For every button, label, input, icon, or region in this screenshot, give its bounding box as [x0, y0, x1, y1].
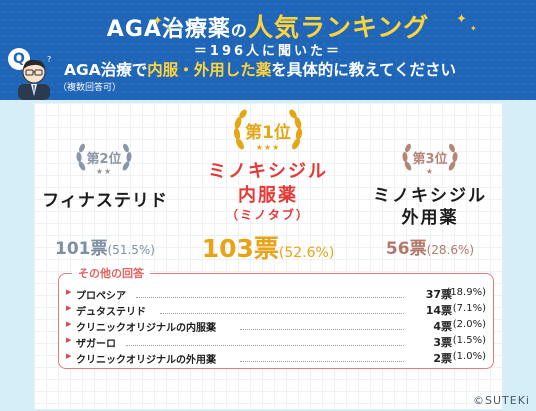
- question-text: AGA治療で内服・外用した薬を具体的に教えてください: [64, 61, 456, 79]
- bullet-triangle-icon: ▶: [66, 288, 72, 296]
- sparkle-icon: ✦: [470, 24, 477, 33]
- other-answers-title: その他の回答: [72, 265, 150, 281]
- rank-1-votes: 103票(52.6%): [201, 234, 335, 263]
- laurel-wreath-icon: [233, 109, 303, 150]
- person-thinking-icon: ?: [18, 55, 51, 100]
- copyright-credit: ©SUTEKi: [473, 394, 530, 407]
- survey-subtitle: ＝196人に聞いた＝: [193, 44, 343, 59]
- bullet-triangle-icon: ▶: [66, 304, 72, 312]
- rank-1-label: 第1位: [245, 123, 291, 143]
- sparkle-icon: ✦: [166, 24, 173, 33]
- bullet-triangle-icon: ▶: [66, 336, 72, 344]
- question-note: （複数回答可）: [58, 83, 122, 93]
- star-icon: ★★: [95, 167, 113, 176]
- other-answers-box: [58, 273, 494, 369]
- rank-3-drug-line2: 外用薬: [401, 208, 459, 228]
- rank-3-drug-line1: ミノキシジル: [373, 186, 487, 206]
- bullet-triangle-icon: ▶: [66, 352, 72, 360]
- rank-2-drug: フィナステリド: [42, 191, 168, 211]
- laurel-wreath-icon: [76, 143, 132, 171]
- star-icon: ★★★: [255, 143, 281, 152]
- list-item: ▶ プロペシア 37票 (18.9%): [66, 287, 486, 302]
- laurel-wreath-icon: [402, 143, 458, 171]
- svg-text:?: ?: [47, 55, 51, 64]
- list-item: ▶ クリニックオリジナルの内服薬 4票 (2.0%): [66, 319, 486, 334]
- star-icon: ★: [425, 167, 435, 176]
- sparkle-icon: ✦: [456, 12, 467, 27]
- header-banner: [0, 0, 536, 100]
- sparkle-icon: ✦: [152, 14, 163, 29]
- rank-2-label: 第2位: [86, 152, 122, 167]
- rank-1-drug-line1: ミノキシジル: [208, 161, 328, 182]
- list-item: ▶ ザガーロ 3票 (1.5%): [66, 335, 486, 350]
- rank-1-drug-line2: 内服薬: [238, 185, 298, 206]
- bullet-triangle-icon: ▶: [66, 320, 72, 328]
- rank-3-label: 第3位: [412, 152, 448, 167]
- list-item: ▶ デュタステリド 14票 (7.1%): [66, 303, 486, 318]
- page-title: AGA治療薬の人気ランキング: [106, 13, 430, 42]
- list-item: ▶ クリニックオリジナルの外用薬 2票 (1.0%): [66, 351, 486, 366]
- rank-2-votes: 101票(51.5%): [55, 239, 155, 259]
- rank-3-votes: 56票(28.6%): [385, 239, 475, 259]
- rank-1-drug-sub: （ミノタブ）: [226, 208, 310, 222]
